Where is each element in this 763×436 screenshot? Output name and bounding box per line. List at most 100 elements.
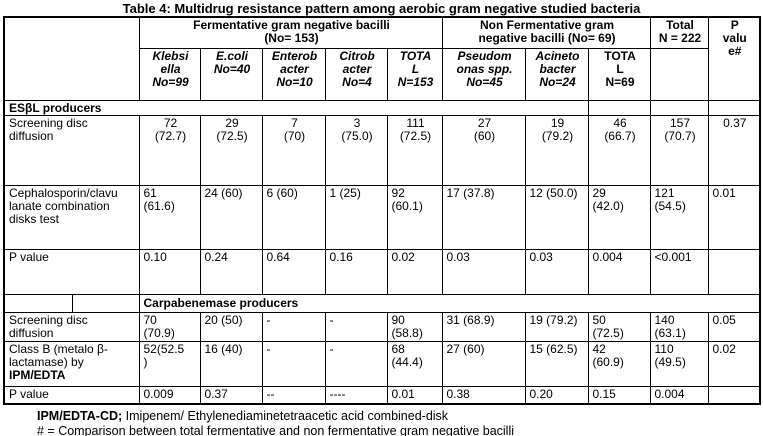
data-cell: 12 (50.0): [524, 185, 589, 250]
data-cell: 110 (49.5): [649, 341, 709, 387]
data-cell: 0.01: [386, 386, 443, 405]
data-cell: 16 (40): [199, 341, 263, 387]
section-heading-row-carbapenemase: Carpabenemase producers: [3, 294, 761, 313]
data-cell: 68 (44.4): [386, 341, 443, 387]
row-esbl-p-value: P value 0.10 0.24 0.64 0.16 0.02 0.03 0.…: [3, 249, 761, 295]
row-carb-screening-disc-diffusion: Screening disc diffusion 70 (70.9) 20 (5…: [3, 312, 761, 342]
data-cell: 31 (68.9): [441, 312, 526, 342]
empty-cell: [649, 48, 709, 101]
row-label: Cephalosporin/clavu lanate combination d…: [3, 185, 140, 250]
data-cell: 72 (72.7): [138, 115, 201, 186]
data-cell: 20 (50): [199, 312, 263, 342]
data-cell: 0.02: [707, 341, 761, 387]
data-cell: 0.10: [138, 249, 201, 295]
data-cell: [707, 249, 761, 295]
col-header-klebsiella: Klebsi ella No=99: [138, 48, 201, 101]
data-cell: 0.03: [524, 249, 589, 295]
row-label: P value: [3, 386, 140, 405]
data-cell: 27 (60): [441, 341, 526, 387]
data-cell: 24 (60): [199, 185, 263, 250]
resistance-table: Fermentative gram negative bacilli (No= …: [3, 16, 761, 405]
row-label: Class B (metalo β- lactamase) by IPM/EDT…: [3, 341, 140, 387]
data-cell: 0.37: [199, 386, 263, 405]
data-cell: 0.64: [261, 249, 326, 295]
section-heading-carbapenemase: Carpabenemase producers: [138, 294, 761, 313]
col-header-enterobacter: Enterob acter No=10: [261, 48, 326, 101]
empty-cell: [707, 100, 761, 116]
table-caption: Table 4: Multidrug resistance pattern am…: [122, 1, 641, 16]
data-cell: 29 (72.5): [199, 115, 263, 186]
data-cell: 15 (62.5): [524, 341, 589, 387]
empty-cell: [71, 294, 140, 313]
data-cell: 7 (70): [261, 115, 326, 186]
data-cell: 27 (60): [441, 115, 526, 186]
data-cell: -: [324, 341, 388, 387]
col-header-total-nonfermentative: TOTA L N=69: [587, 48, 651, 101]
data-cell: 42 (60.9): [587, 341, 651, 387]
data-cell: [707, 386, 761, 405]
data-cell: 70 (70.9): [138, 312, 201, 342]
data-cell: 0.16: [324, 249, 388, 295]
data-cell: 61 (61.6): [138, 185, 201, 250]
data-cell: 3 (75.0): [324, 115, 388, 186]
section-heading-esbl: ESβL producers: [3, 100, 589, 116]
row-esbl-screening-disc-diffusion: Screening disc diffusion 72 (72.7) 29 (7…: [3, 115, 761, 186]
data-cell: 90 (58.8): [386, 312, 443, 342]
col-group-fermentative: Fermentative gram negative bacilli (No= …: [138, 16, 443, 49]
data-cell: 46 (66.7): [587, 115, 651, 186]
corner-cell: [3, 16, 140, 101]
data-cell: 19 (79.2): [524, 312, 589, 342]
table-footnotes: IPM/EDTA-CD; Imipenem/ Ethylenediaminete…: [37, 409, 763, 436]
col-header-ecoli: E.coli No=40: [199, 48, 263, 101]
empty-cell: [3, 294, 73, 313]
data-cell: 0.03: [441, 249, 526, 295]
data-cell: 0.37: [707, 115, 761, 186]
empty-cell: [587, 100, 651, 116]
data-cell: -: [324, 312, 388, 342]
data-cell: 52(52.5 ): [138, 341, 201, 387]
row-label: P value: [3, 249, 140, 295]
row-label: Screening disc diffusion: [3, 115, 140, 186]
data-cell: 17 (37.8): [441, 185, 526, 250]
header-row-organisms: Klebsi ella No=99 E.coli No=40 Enterob a…: [4, 48, 760, 101]
data-cell: 157 (70.7): [649, 115, 709, 186]
footnote-comparison-note: # = Comparison between total fermentativ…: [37, 424, 515, 436]
data-cell: <0.001: [649, 249, 709, 295]
row-cephalosporin-clavulanate: Cephalosporin/clavu lanate combination d…: [3, 185, 761, 250]
row-carb-p-value: P value 0.009 0.37 -- ---- 0.01 0.38 0.2…: [3, 386, 761, 405]
data-cell: 111 (72.5): [386, 115, 443, 186]
row-class-b-metallo-lactamase: Class B (metalo β- lactamase) by IPM/EDT…: [3, 341, 761, 387]
data-cell: 0.24: [199, 249, 263, 295]
data-cell: 0.05: [707, 312, 761, 342]
col-header-acinetobacter: Acineto bacter No=24: [524, 48, 589, 101]
footnote-abbreviation-definition: Imipenem/ Ethylenediaminetetraacetic aci…: [122, 409, 449, 423]
footnote-abbreviation: IPM/EDTA-CD; Imipenem/ Ethylenediaminete…: [37, 409, 763, 424]
data-cell: 19 (79.2): [524, 115, 589, 186]
col-group-nonfermentative: Non Fermentative gram negative bacilli (…: [441, 16, 651, 49]
data-cell: 0.01: [707, 185, 761, 250]
data-cell: 0.15: [587, 386, 651, 405]
row-label: Screening disc diffusion: [3, 312, 140, 342]
data-cell: 0.009: [138, 386, 201, 405]
data-cell: 0.20: [524, 386, 589, 405]
data-cell: --: [261, 386, 326, 405]
data-cell: 50 (72.5): [587, 312, 651, 342]
data-cell: 29 (42.0): [587, 185, 651, 250]
section-heading-row-esbl: ESβL producers: [3, 100, 761, 116]
col-header-total: Total N = 222: [649, 16, 709, 49]
header-row-groups: Fermentative gram negative bacilli (No= …: [3, 16, 761, 101]
row-label-text: Class B (metalo β- lactamase) by: [9, 342, 108, 369]
row-label-bold-text: IPM/EDTA: [9, 368, 66, 382]
col-header-pseudomonas: Pseudom onas spp. No=45: [441, 48, 526, 101]
empty-cell: [649, 100, 709, 116]
col-header-citrobacter: Citrob acter No=4: [324, 48, 388, 101]
footnote-abbreviation-term: IPM/EDTA-CD;: [37, 409, 123, 423]
data-cell: -: [261, 312, 326, 342]
data-cell: 0.38: [441, 386, 526, 405]
col-header-p-value: P valu e#: [707, 16, 761, 101]
data-cell: 0.004: [649, 386, 709, 405]
data-cell: 121 (54.5): [649, 185, 709, 250]
data-cell: 6 (60): [261, 185, 326, 250]
data-cell: 92 (60.1): [386, 185, 443, 250]
